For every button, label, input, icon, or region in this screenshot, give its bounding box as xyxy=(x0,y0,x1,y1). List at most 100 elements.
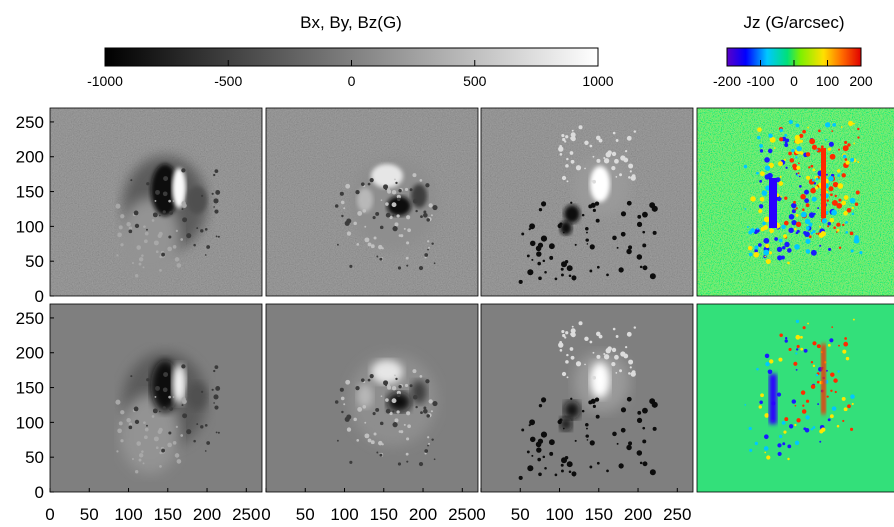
field-speck xyxy=(395,377,398,381)
current-speck xyxy=(779,434,783,439)
field-speck xyxy=(181,397,186,402)
field-speck xyxy=(176,459,182,464)
field-speck xyxy=(538,472,542,477)
current-speck xyxy=(814,186,819,190)
field-speck xyxy=(618,267,624,273)
field-speck xyxy=(144,231,149,236)
colorbar-b-tick-label: -1000 xyxy=(87,73,123,89)
field-speck xyxy=(432,400,438,407)
field-speck xyxy=(349,460,353,464)
field-speck xyxy=(204,254,207,256)
field-speck xyxy=(334,400,339,404)
field-speck xyxy=(161,252,165,257)
current-speck xyxy=(835,231,838,233)
field-speck xyxy=(367,378,371,382)
current-speck xyxy=(794,208,797,211)
field-speck xyxy=(591,376,593,378)
field-speck xyxy=(651,399,655,403)
current-speck xyxy=(818,129,821,133)
field-speck xyxy=(585,238,589,242)
field-speck xyxy=(570,136,576,142)
y-tick-label: 100 xyxy=(16,217,44,236)
current-speck xyxy=(827,225,830,228)
field-speck xyxy=(406,241,410,245)
field-speck xyxy=(406,215,411,220)
field-speck xyxy=(561,273,564,277)
current-speck xyxy=(809,138,816,145)
current-sheet xyxy=(821,344,826,414)
current-speck xyxy=(842,145,849,152)
field-speck xyxy=(589,440,595,446)
field-speck xyxy=(569,151,574,155)
field-speck xyxy=(542,455,546,459)
field-speck xyxy=(134,223,140,229)
colorbar-j-tick-label: -100 xyxy=(746,73,774,89)
field-speck xyxy=(586,427,588,430)
field-speck xyxy=(182,413,188,419)
field-speck xyxy=(565,164,569,168)
field-speck xyxy=(200,425,204,429)
current-speck xyxy=(795,368,798,371)
field-speck xyxy=(611,165,616,171)
current-speck xyxy=(850,394,855,399)
current-speck xyxy=(819,244,822,247)
current-speck xyxy=(816,149,819,151)
field-speck xyxy=(152,408,158,414)
field-speck xyxy=(639,461,643,465)
current-speck xyxy=(747,245,753,251)
current-speck xyxy=(791,202,797,209)
field-speck xyxy=(136,245,142,250)
x-tick-label: 250 xyxy=(448,505,476,524)
field-speck xyxy=(571,129,574,132)
field-speck xyxy=(392,226,398,232)
field-speck xyxy=(367,182,371,186)
field-speck xyxy=(217,431,220,434)
current-speck xyxy=(795,221,802,227)
colorbar-j-tick-label: -200 xyxy=(713,73,741,89)
current-speck xyxy=(744,207,747,210)
current-speck xyxy=(758,405,762,409)
current-speck xyxy=(810,361,814,364)
current-speck xyxy=(810,384,816,389)
field-speck xyxy=(172,396,175,398)
current-speck xyxy=(780,195,782,198)
field-speck xyxy=(143,435,148,440)
current-speck xyxy=(828,186,834,192)
current-speck xyxy=(800,193,806,200)
current-speck xyxy=(804,218,811,225)
current-speck xyxy=(836,222,841,227)
field-speck xyxy=(430,214,433,217)
field-speck xyxy=(628,441,633,446)
field-speck xyxy=(636,221,643,228)
field-speck xyxy=(213,198,219,204)
current-speck xyxy=(844,337,847,340)
y-tick-label: 100 xyxy=(16,413,44,432)
current-speck xyxy=(821,218,828,224)
current-speck xyxy=(795,319,800,324)
field-speck xyxy=(204,228,208,231)
field-speck xyxy=(397,266,402,270)
current-speck xyxy=(791,399,797,404)
current-speck xyxy=(767,148,773,154)
field-speck xyxy=(152,212,158,218)
field-speck xyxy=(155,385,160,391)
field-speck xyxy=(619,369,622,373)
current-speck xyxy=(759,400,763,404)
current-speck xyxy=(776,392,782,397)
field-speck xyxy=(215,386,221,391)
current-speck xyxy=(799,185,802,188)
field-speck xyxy=(193,243,196,247)
current-speck xyxy=(769,359,774,364)
y-tick-label: 200 xyxy=(16,148,44,167)
field-speck xyxy=(618,463,624,469)
current-speck xyxy=(820,145,824,149)
y-tick-label: 150 xyxy=(16,379,44,398)
field-speck xyxy=(213,369,216,373)
current-speck xyxy=(784,133,788,137)
field-speck xyxy=(615,175,618,178)
current-speck xyxy=(841,200,847,206)
field-speck xyxy=(118,421,123,426)
field-speck xyxy=(151,219,155,222)
field-speck xyxy=(558,146,564,152)
field-speck xyxy=(620,155,626,161)
